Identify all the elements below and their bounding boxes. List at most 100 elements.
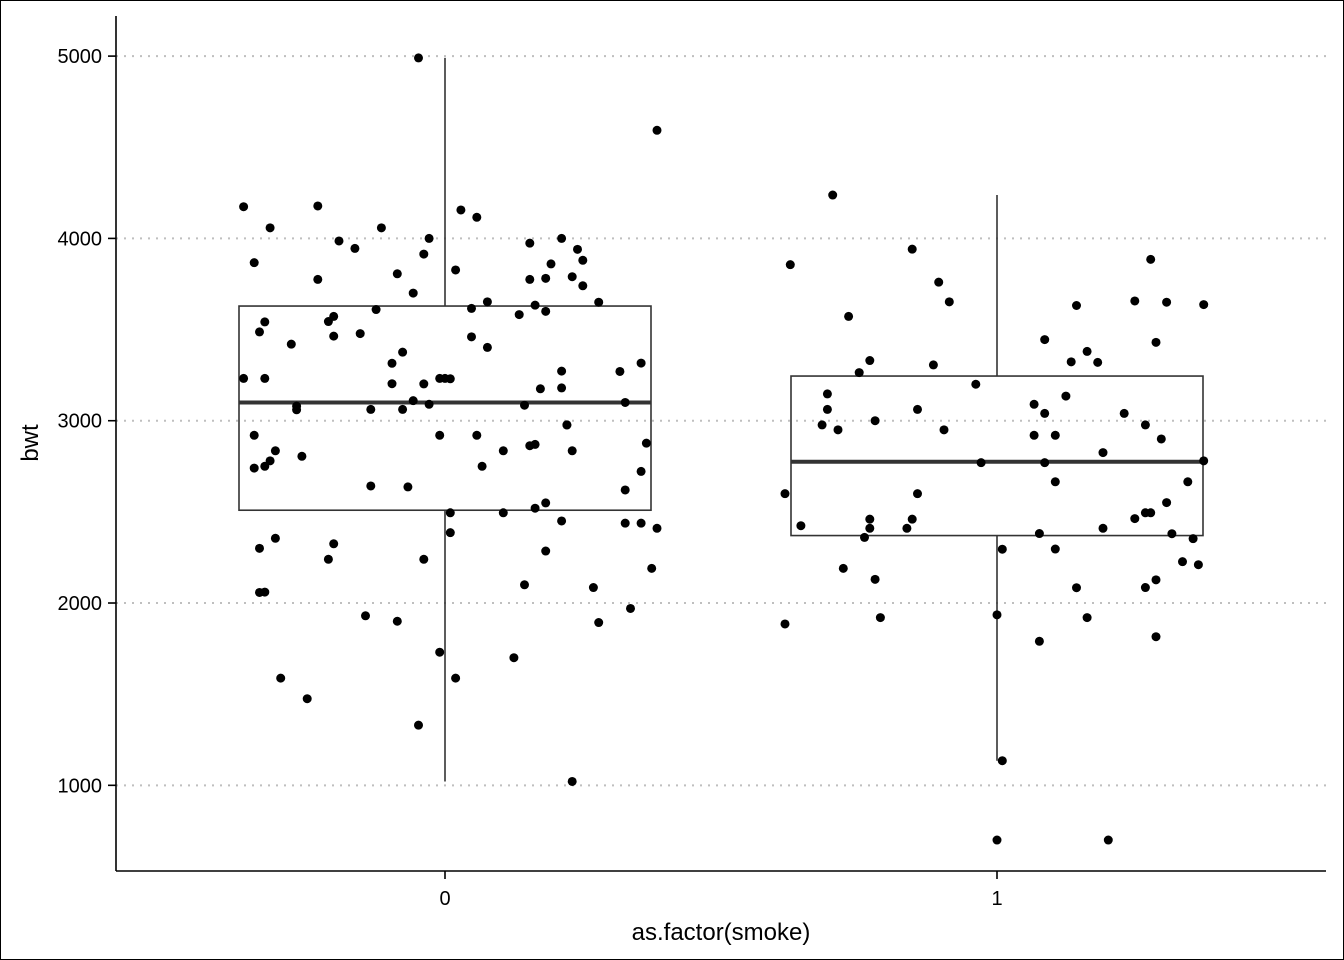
- data-point: [828, 190, 838, 200]
- data-point: [1151, 575, 1161, 585]
- data-point: [445, 374, 455, 384]
- data-point: [913, 489, 922, 499]
- data-point: [822, 404, 832, 414]
- data-point: [1162, 297, 1172, 307]
- data-point: [1072, 300, 1081, 310]
- data-point: [249, 463, 259, 473]
- data-point: [557, 383, 567, 393]
- data-point: [1082, 613, 1092, 623]
- y-axis-title: bwt: [17, 424, 44, 462]
- data-point: [435, 430, 445, 440]
- data-point: [907, 244, 917, 254]
- data-point: [594, 618, 604, 628]
- data-point: [1066, 357, 1076, 367]
- data-point: [525, 238, 535, 248]
- data-point: [1162, 498, 1172, 508]
- data-point: [445, 528, 455, 538]
- data-point: [1140, 420, 1150, 430]
- data-point: [557, 366, 567, 376]
- data-point: [907, 514, 917, 524]
- data-point: [928, 360, 938, 370]
- data-point: [817, 420, 827, 430]
- data-point: [265, 223, 275, 233]
- data-point: [1098, 523, 1108, 533]
- data-point: [467, 303, 476, 313]
- data-point: [323, 554, 333, 564]
- data-point: [1072, 583, 1081, 593]
- boxes: [238, 57, 1204, 782]
- data-point: [520, 400, 529, 410]
- data-point: [541, 546, 551, 556]
- data-point: [530, 439, 540, 449]
- data-point: [276, 673, 286, 683]
- y-tick-label: 4000: [58, 228, 103, 250]
- data-point: [392, 616, 402, 626]
- data-point: [482, 297, 492, 307]
- data-point: [541, 306, 551, 316]
- data-point: [594, 297, 604, 307]
- data-point: [875, 613, 885, 623]
- data-point: [944, 297, 954, 307]
- data-point: [1082, 346, 1092, 356]
- data-point: [472, 430, 482, 440]
- data-point: [1050, 477, 1060, 487]
- data-point: [414, 720, 423, 730]
- data-point: [1061, 391, 1071, 401]
- data-point: [865, 514, 875, 524]
- data-point: [1098, 448, 1108, 458]
- data-point: [838, 563, 848, 573]
- data-point: [1034, 636, 1044, 646]
- data-point: [992, 835, 1002, 845]
- data-point: [573, 244, 582, 254]
- data-point: [844, 311, 854, 321]
- data-point: [902, 523, 912, 533]
- data-point: [482, 342, 492, 352]
- data-point: [329, 539, 339, 549]
- data-point: [796, 521, 806, 531]
- data-point: [557, 233, 567, 243]
- data-point: [249, 430, 259, 440]
- data-point: [934, 277, 944, 287]
- data-point: [260, 587, 270, 597]
- data-point: [641, 438, 651, 448]
- data-point: [1156, 434, 1166, 444]
- y-tick-label: 3000: [58, 411, 103, 433]
- data-point: [408, 396, 418, 406]
- data-point: [255, 327, 264, 337]
- data-point: [1093, 357, 1103, 367]
- data-point: [265, 456, 275, 466]
- data-point: [398, 347, 408, 357]
- data-point: [1199, 456, 1209, 466]
- data-point: [860, 532, 869, 542]
- data-point: [913, 404, 922, 414]
- data-point: [870, 574, 880, 584]
- data-point: [567, 776, 577, 786]
- data-point: [939, 425, 949, 435]
- data-point: [477, 461, 487, 471]
- data-point: [297, 451, 307, 461]
- data-point: [260, 373, 270, 383]
- data-point: [451, 673, 461, 683]
- data-point: [408, 288, 418, 298]
- data-point: [1130, 296, 1140, 306]
- data-point: [329, 311, 339, 321]
- data-point: [329, 331, 339, 341]
- data-point: [286, 339, 296, 349]
- data-point: [1050, 544, 1060, 554]
- data-point: [355, 329, 365, 339]
- data-point: [1050, 430, 1060, 440]
- y-tick-label: 1000: [58, 775, 103, 797]
- data-point: [865, 356, 875, 366]
- data-point: [398, 404, 408, 414]
- data-point: [1193, 560, 1203, 570]
- data-point: [249, 258, 259, 268]
- data-point: [652, 125, 662, 135]
- data-point: [302, 694, 312, 704]
- data-point: [971, 379, 981, 389]
- data-point: [780, 489, 790, 499]
- data-point: [541, 498, 551, 508]
- data-point: [366, 404, 376, 414]
- data-point: [870, 416, 880, 426]
- data-point: [520, 580, 529, 590]
- iqr-box: [790, 375, 1204, 537]
